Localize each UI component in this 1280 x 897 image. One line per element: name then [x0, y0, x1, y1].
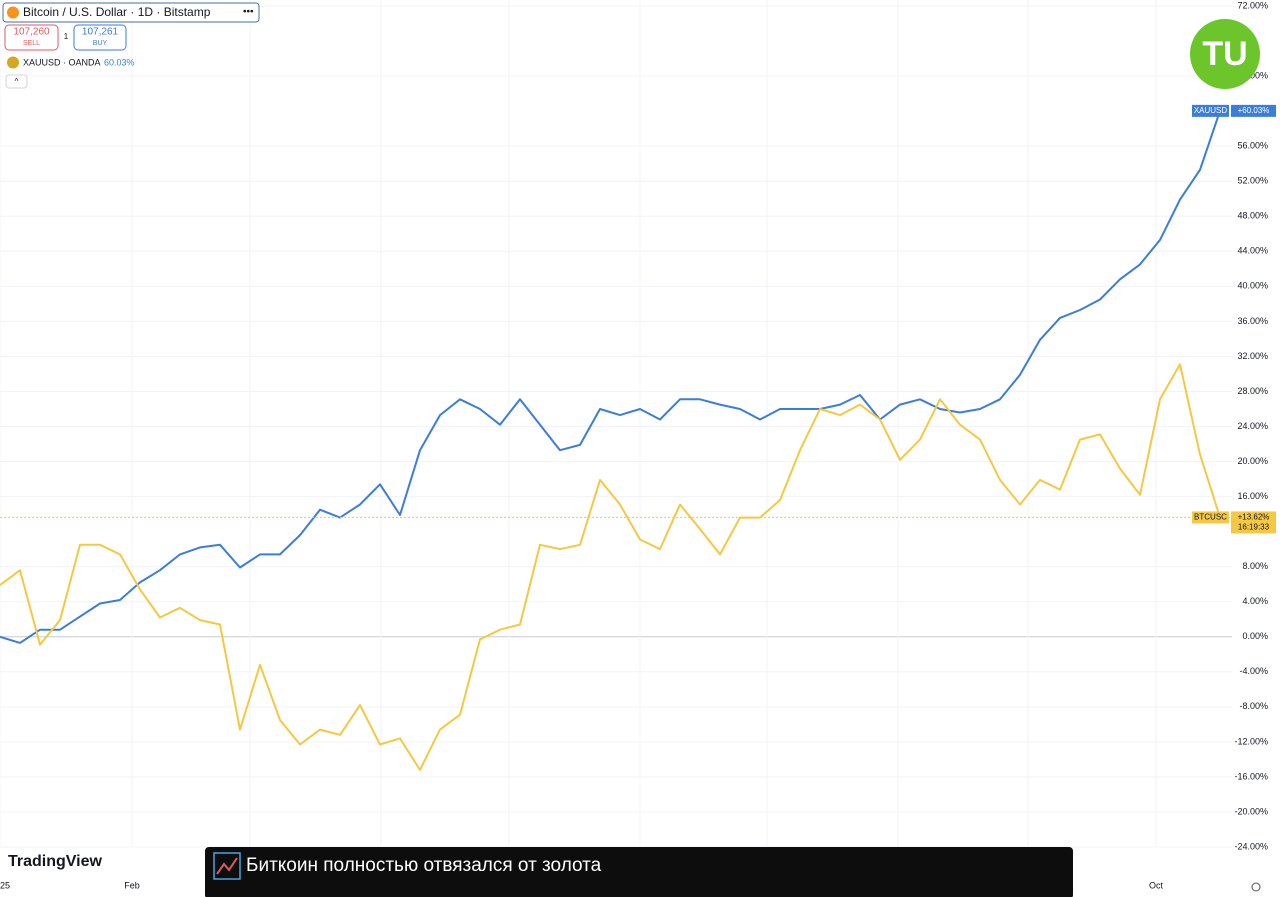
y-tick-label: 32.00%	[1237, 351, 1268, 361]
y-tick-label: 72.00%	[1237, 0, 1268, 10]
series-tag-name: BTCUSC	[1194, 513, 1227, 522]
y-tick-label: -12.00%	[1234, 736, 1268, 746]
y-tick-label: 52.00%	[1237, 176, 1268, 186]
y-tick-label: -24.00%	[1234, 841, 1268, 851]
compare-change: 60.03%	[104, 57, 135, 67]
y-tick-label: 56.00%	[1237, 141, 1268, 151]
y-tick-label: 40.00%	[1237, 281, 1268, 291]
sell-label: SELL	[23, 40, 40, 47]
y-tick-label: 16.00%	[1237, 491, 1268, 501]
sell-price: 107,260	[13, 27, 50, 38]
y-tick-label: 8.00%	[1242, 561, 1268, 571]
y-tick-label: -4.00%	[1239, 666, 1268, 676]
gold-icon	[7, 57, 19, 69]
y-tick-label: 36.00%	[1237, 316, 1268, 326]
value-tag-label: +13.62%	[1238, 513, 1270, 522]
y-tick-label: 4.00%	[1242, 596, 1268, 606]
series-tag-name: XAUUSD	[1194, 106, 1228, 115]
y-tick-label: 20.00%	[1237, 456, 1268, 466]
x-tick-label: Oct	[1149, 880, 1164, 890]
y-tick-label: -20.00%	[1234, 806, 1268, 816]
y-tick-label: 44.00%	[1237, 246, 1268, 256]
collapse-icon: ^	[15, 77, 19, 86]
x-tick-label: Feb	[124, 880, 140, 890]
y-tick-label: 24.00%	[1237, 421, 1268, 431]
clock: 16:19:33	[1238, 523, 1270, 532]
brand: TradingView	[8, 853, 103, 870]
y-tick-label: -16.00%	[1234, 771, 1268, 781]
x-tick-label: 2025	[0, 880, 10, 890]
spread: 1	[64, 32, 69, 41]
more-button[interactable]: •••	[243, 7, 254, 18]
y-tick-label: 28.00%	[1237, 386, 1268, 396]
buy-price: 107,261	[82, 27, 119, 38]
caption: Биткоин полностью отвязался от золота	[246, 855, 602, 876]
value-tag-label: +60.03%	[1238, 106, 1270, 115]
y-tick-label: -8.00%	[1239, 701, 1268, 711]
buy-label: BUY	[93, 40, 108, 47]
symbol-header: Bitcoin / U.S. Dollar · 1D · Bitstamp	[23, 5, 211, 19]
y-tick-label: 0.00%	[1242, 631, 1268, 641]
chart: 72.00%64.00%56.00%52.00%48.00%44.00%40.0…	[0, 0, 1280, 897]
btc-icon	[7, 7, 19, 19]
logo-text: TU	[1202, 35, 1247, 73]
compare-label: XAUUSD · OANDA	[23, 57, 101, 67]
y-tick-label: 48.00%	[1237, 211, 1268, 221]
